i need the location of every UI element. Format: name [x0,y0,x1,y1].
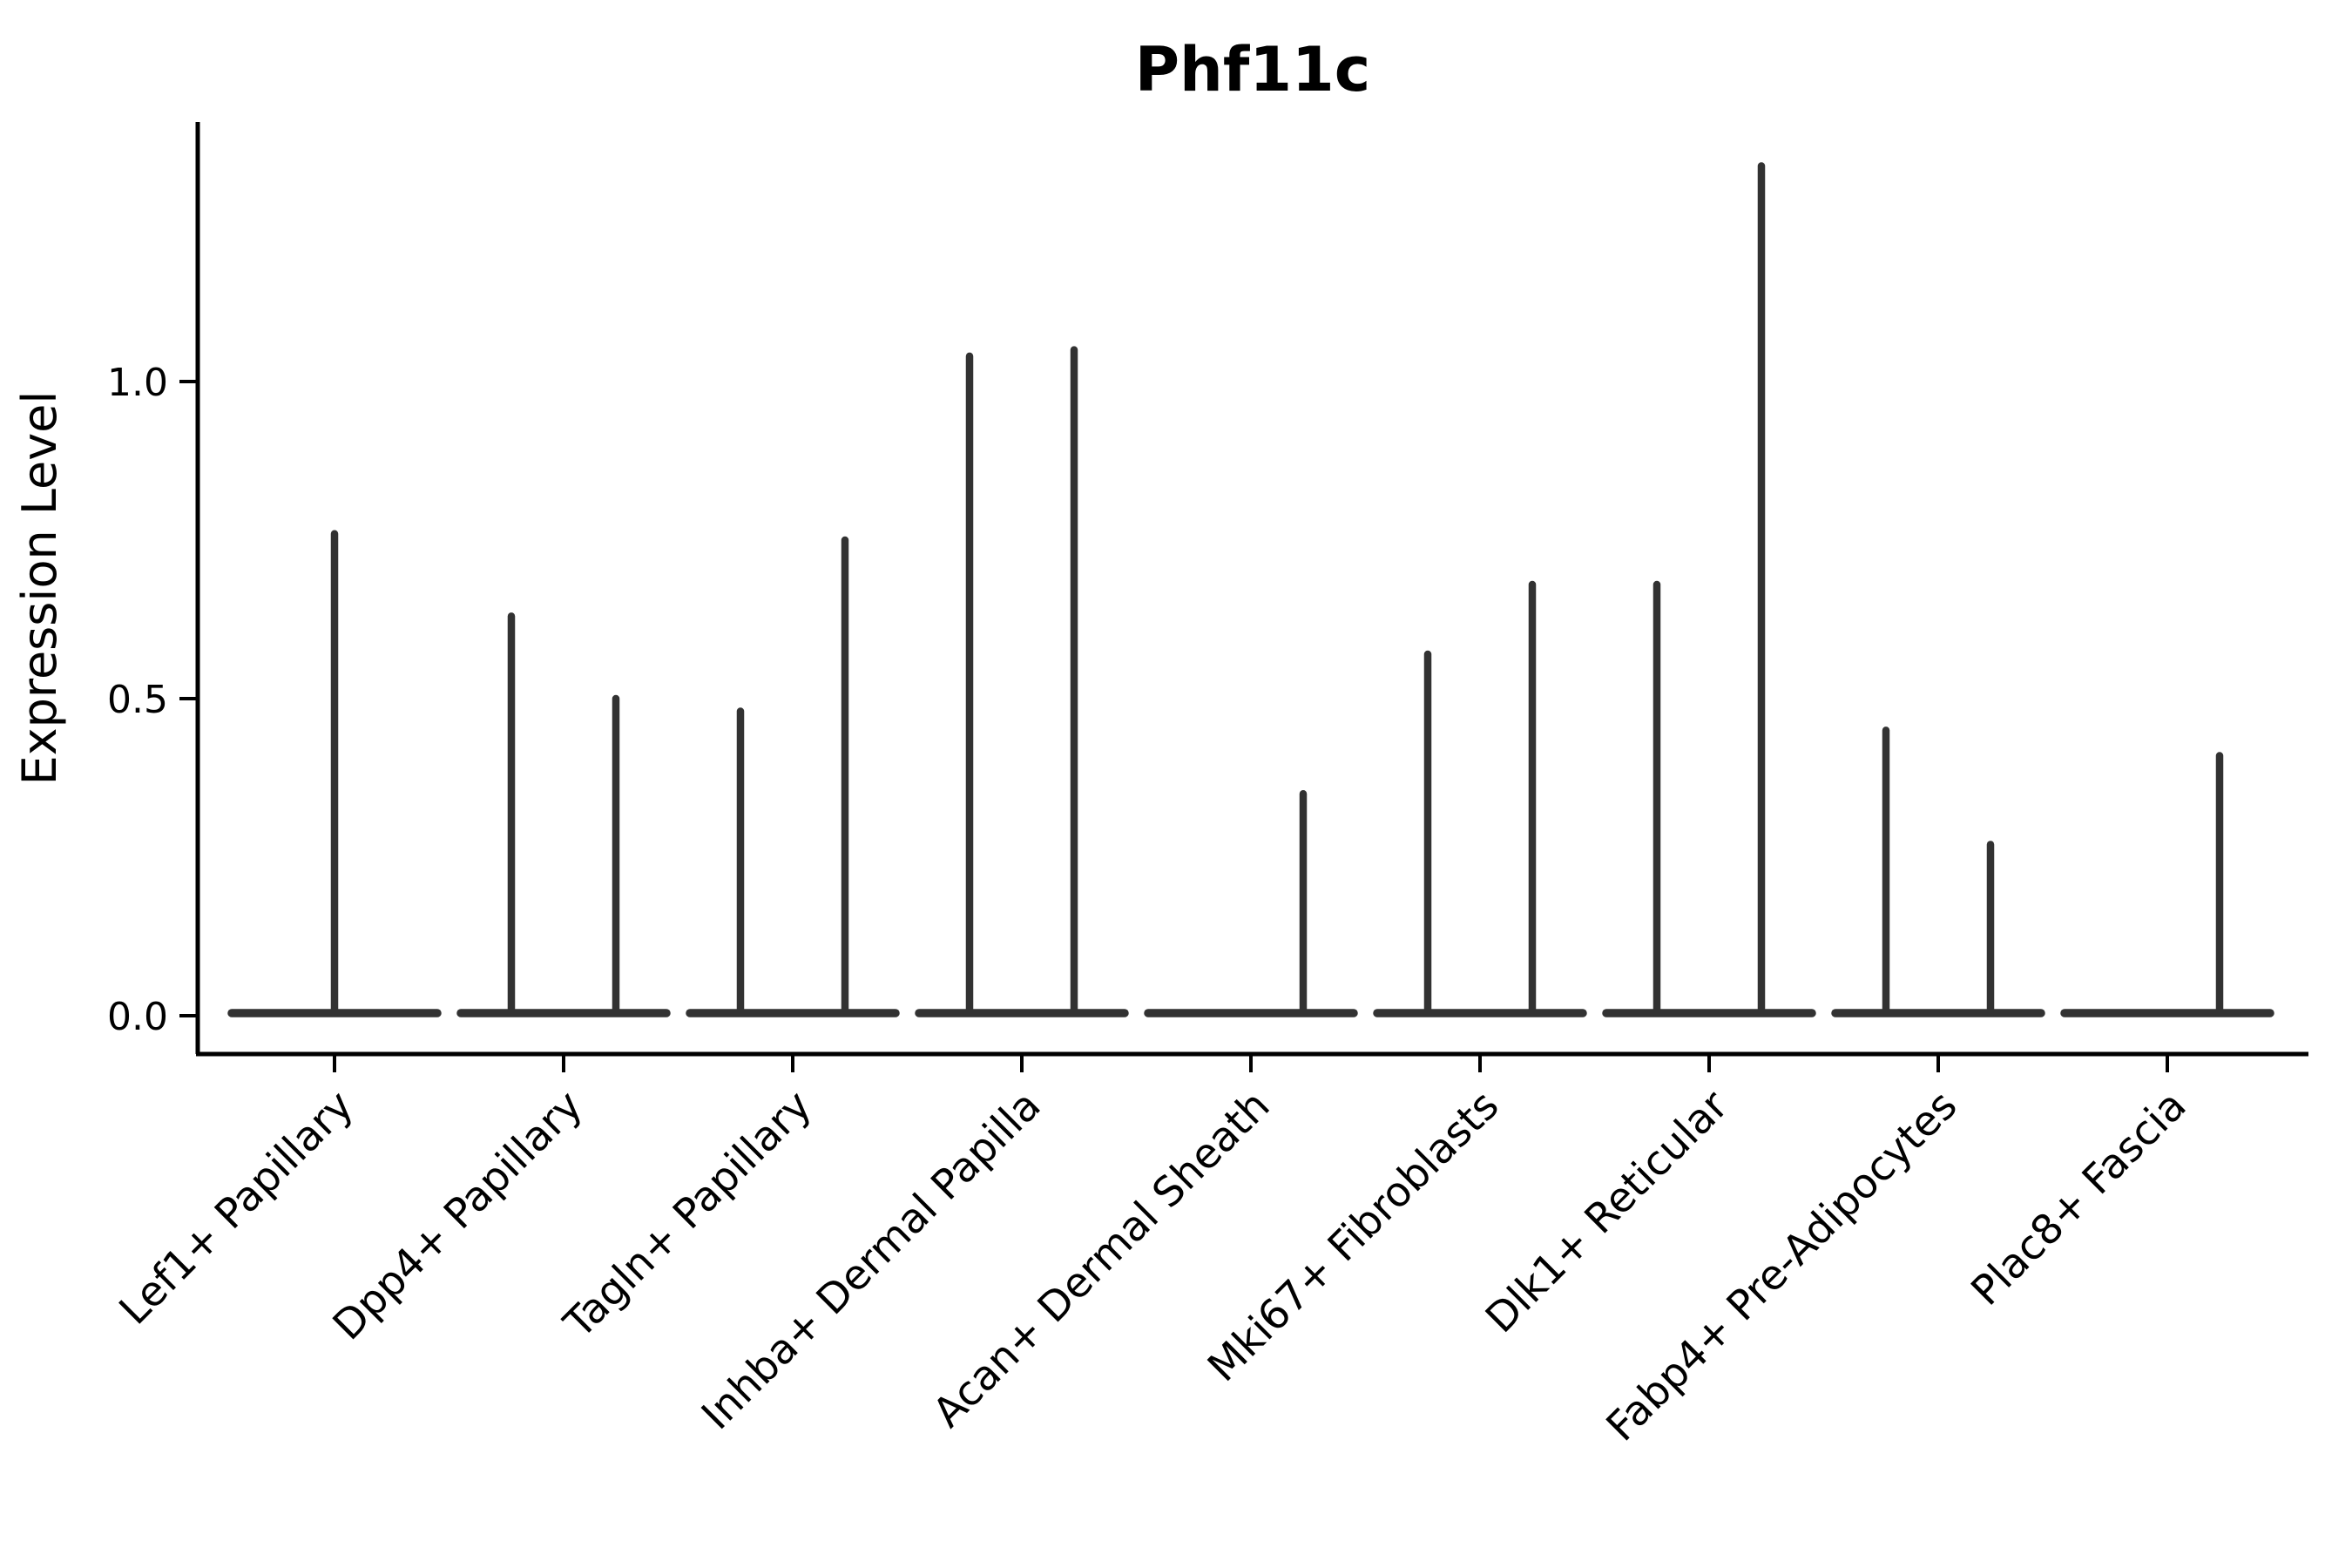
y-axis-label: Expression Level [12,391,67,786]
x-tick-label: Tagln+ Papillary [555,1082,821,1348]
plot-title: Phf11c [1135,34,1371,105]
x-tick-label: Dpp4+ Papillary [324,1082,592,1350]
y-tick-label: 0.0 [107,995,168,1039]
y-tick-label: 1.0 [107,361,168,405]
x-tick-label: Lef1+ Papillary [111,1082,363,1335]
x-tick-label: Dlk1+ Reticular [1477,1081,1738,1342]
violins-layer [227,162,2274,1017]
y-tick-label: 0.5 [107,678,168,722]
x-tick-label: Plac8+ Fascia [1963,1082,2196,1315]
axes-layer [179,122,2308,1072]
